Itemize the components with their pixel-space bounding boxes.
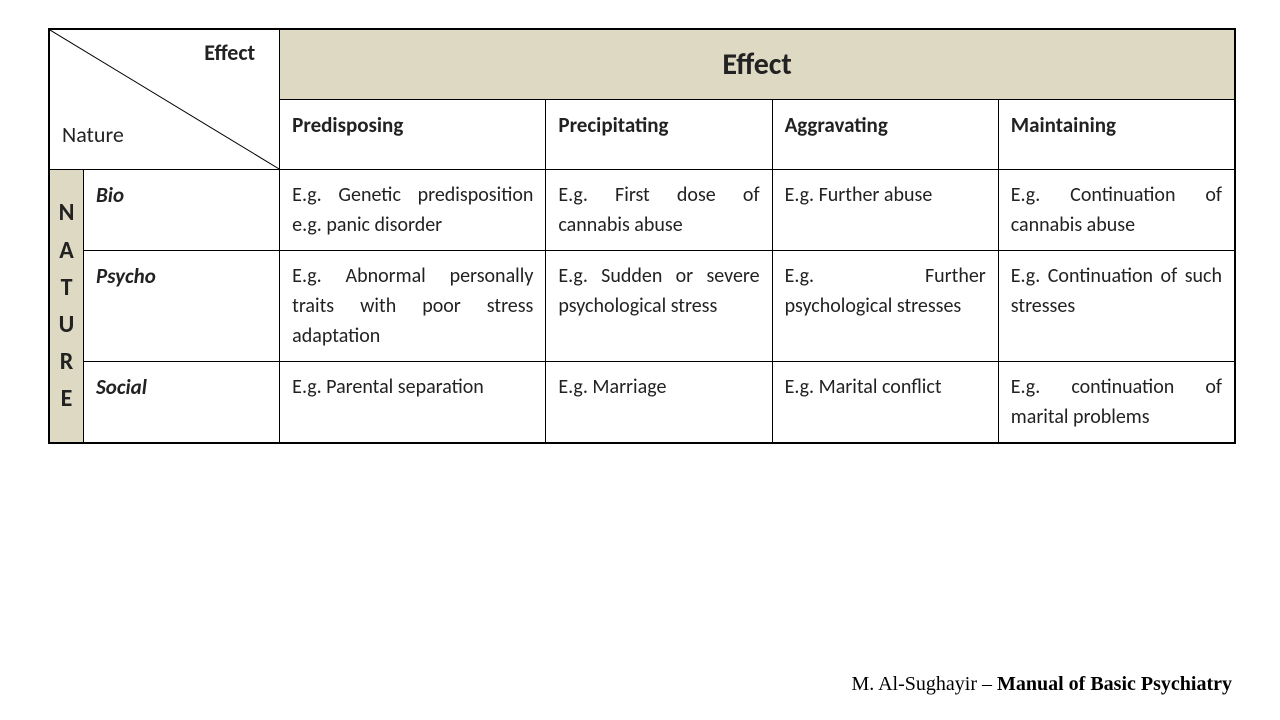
col-predisposing: Predisposing	[280, 100, 546, 170]
cell-bio-aggravating: E.g. Further abuse	[772, 170, 998, 251]
cell-social-aggravating: E.g. Marital conflict	[772, 362, 998, 443]
diag-label-effect: Effect	[204, 36, 255, 69]
cell-psycho-aggravating: E.g. Further psychological stresses	[772, 251, 998, 362]
cell-social-predisposing: E.g. Parental separation	[280, 362, 546, 443]
cell-psycho-maintaining: E.g. Continuation of such stresses	[998, 251, 1234, 362]
cell-social-maintaining: E.g. continuation of marital problems	[998, 362, 1234, 443]
col-aggravating: Aggravating	[772, 100, 998, 170]
cell-bio-maintaining: E.g. Continuation of cannabis abuse	[998, 170, 1234, 251]
cell-psycho-predisposing: E.g. Abnormal personally traits with poo…	[280, 251, 546, 362]
col-precipitating: Precipitating	[546, 100, 772, 170]
formulation-table: Effect Nature Effect Predisposing Precip…	[48, 28, 1236, 444]
row-label-psycho: Psycho	[84, 251, 280, 362]
cell-bio-predisposing: E.g. Genetic predisposition e.g. panic d…	[280, 170, 546, 251]
diag-label-nature: Nature	[62, 118, 124, 151]
citation-title: Manual of Basic Psychiatry	[997, 673, 1232, 695]
nature-vertical-label: NATURE	[50, 170, 84, 443]
citation-author: M. Al-Sughayir –	[851, 673, 997, 695]
col-maintaining: Maintaining	[998, 100, 1234, 170]
effect-header: Effect	[280, 30, 1235, 100]
diagonal-header-cell: Effect Nature	[50, 30, 280, 170]
cell-social-precipitating: E.g. Marriage	[546, 362, 772, 443]
row-label-bio: Bio	[84, 170, 280, 251]
cell-bio-precipitating: E.g. First dose of cannabis abuse	[546, 170, 772, 251]
row-label-social: Social	[84, 362, 280, 443]
citation: M. Al-Sughayir – Manual of Basic Psychia…	[851, 673, 1232, 696]
cell-psycho-precipitating: E.g. Sudden or severe psychological stre…	[546, 251, 772, 362]
